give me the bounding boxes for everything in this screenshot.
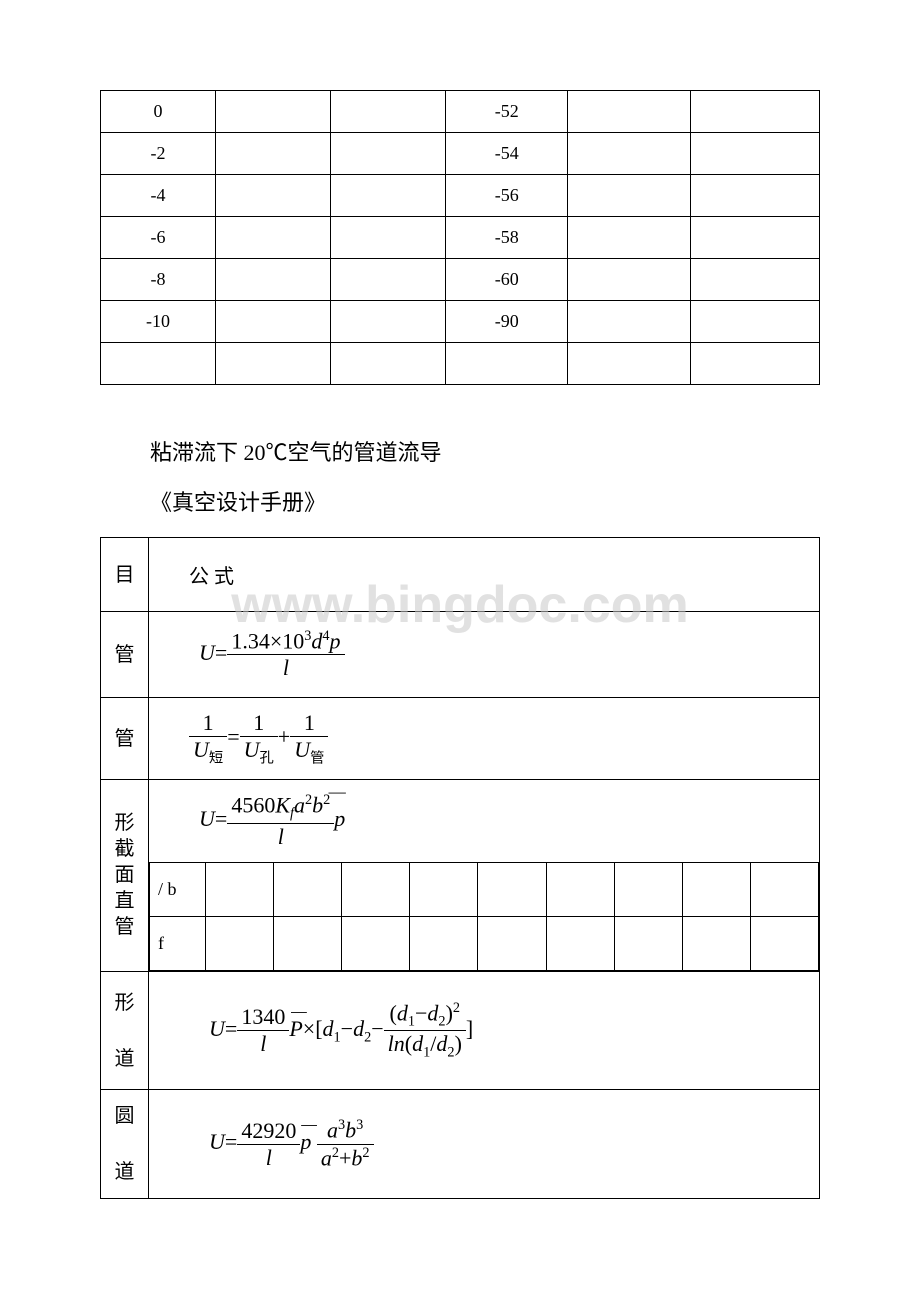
cell bbox=[206, 863, 274, 917]
row-label: 目 bbox=[101, 538, 149, 612]
cell: / b bbox=[150, 863, 206, 917]
table-row: / b bbox=[150, 863, 819, 917]
cell: -58 bbox=[446, 217, 568, 259]
table-row: -4 -56 bbox=[101, 175, 820, 217]
cell bbox=[216, 301, 331, 343]
table-row: -8 -60 bbox=[101, 259, 820, 301]
cell: -52 bbox=[446, 91, 568, 133]
cell bbox=[331, 175, 446, 217]
table-temperature: 0 -52 -2 -54 -4 -56 -6 -58 bbox=[100, 90, 820, 385]
cell bbox=[614, 863, 682, 917]
cell bbox=[682, 863, 750, 917]
cell bbox=[206, 917, 274, 971]
table-row: 管 1U短=1U孔+1U管 bbox=[101, 698, 820, 780]
table-row: 形截面直管 U=4560Kfa2b2—lp bbox=[101, 780, 820, 862]
cell bbox=[342, 917, 410, 971]
table-row: / b f bbox=[101, 862, 820, 972]
row-label: 管 bbox=[101, 612, 149, 698]
cell bbox=[410, 917, 478, 971]
row-label: 形道 bbox=[101, 972, 149, 1090]
cell: -8 bbox=[101, 259, 216, 301]
cell bbox=[478, 863, 546, 917]
cell bbox=[690, 133, 819, 175]
formula-cell: U=4560Kfa2b2—lp bbox=[149, 780, 820, 862]
table-row: f bbox=[150, 917, 819, 971]
table-row bbox=[101, 343, 820, 385]
cell bbox=[568, 133, 690, 175]
cell: f bbox=[150, 917, 206, 971]
row-label: 形截面直管 bbox=[101, 780, 149, 972]
table-row: -2 -54 bbox=[101, 133, 820, 175]
formula-cell: 1U短=1U孔+1U管 bbox=[149, 698, 820, 780]
header-formula: 公 式 bbox=[149, 538, 820, 612]
cell bbox=[216, 217, 331, 259]
cell bbox=[410, 863, 478, 917]
cell bbox=[750, 863, 818, 917]
cell bbox=[690, 259, 819, 301]
table-row: 0 -52 bbox=[101, 91, 820, 133]
cell bbox=[331, 301, 446, 343]
cell bbox=[446, 343, 568, 385]
row-label: 管 bbox=[101, 698, 149, 780]
cell bbox=[568, 175, 690, 217]
heading-source: 《真空设计手册》 bbox=[150, 485, 820, 517]
cell bbox=[546, 917, 614, 971]
cell bbox=[331, 217, 446, 259]
cell bbox=[101, 343, 216, 385]
cell: 0 bbox=[101, 91, 216, 133]
cell bbox=[682, 917, 750, 971]
table-row: 圆道 U=42920l—p a3b3a2+b2 bbox=[101, 1090, 820, 1199]
formula-cell: U=42920l—p a3b3a2+b2 bbox=[149, 1090, 820, 1199]
cell bbox=[216, 175, 331, 217]
cell bbox=[331, 91, 446, 133]
cell bbox=[216, 91, 331, 133]
cell: -4 bbox=[101, 175, 216, 217]
cell bbox=[568, 301, 690, 343]
cell bbox=[568, 217, 690, 259]
sub-table: / b f bbox=[149, 862, 819, 971]
cell: -60 bbox=[446, 259, 568, 301]
formula-cell: U=1340l—P×[d1−d2−(d1−d2)2ln(d1/d2)] bbox=[149, 972, 820, 1090]
cell bbox=[216, 133, 331, 175]
cell bbox=[690, 175, 819, 217]
page-content: 0 -52 -2 -54 -4 -56 -6 -58 bbox=[0, 0, 920, 1199]
cell: -56 bbox=[446, 175, 568, 217]
cell: -6 bbox=[101, 217, 216, 259]
cell bbox=[331, 343, 446, 385]
row-label: 圆道 bbox=[101, 1090, 149, 1199]
cell bbox=[331, 259, 446, 301]
formula-cell: U=1.34×103d4pl bbox=[149, 612, 820, 698]
table-row: -6 -58 bbox=[101, 217, 820, 259]
cell bbox=[614, 917, 682, 971]
cell bbox=[546, 863, 614, 917]
table-row: -10 -90 bbox=[101, 301, 820, 343]
cell bbox=[568, 91, 690, 133]
cell: -90 bbox=[446, 301, 568, 343]
cell bbox=[690, 217, 819, 259]
cell bbox=[690, 91, 819, 133]
table-row: 形道 U=1340l—P×[d1−d2−(d1−d2)2ln(d1/d2)] bbox=[101, 972, 820, 1090]
cell bbox=[690, 301, 819, 343]
sub-table-wrap: / b f bbox=[149, 862, 820, 972]
cell: -10 bbox=[101, 301, 216, 343]
cell bbox=[274, 917, 342, 971]
cell bbox=[568, 343, 690, 385]
heading-conductance: 粘滞流下 20℃空气的管道流导 bbox=[150, 435, 820, 467]
table-row: 管 U=1.34×103d4pl bbox=[101, 612, 820, 698]
cell bbox=[568, 259, 690, 301]
cell: -54 bbox=[446, 133, 568, 175]
cell bbox=[342, 863, 410, 917]
cell bbox=[274, 863, 342, 917]
table-row: 目 公 式 bbox=[101, 538, 820, 612]
cell bbox=[216, 343, 331, 385]
cell bbox=[478, 917, 546, 971]
cell bbox=[331, 133, 446, 175]
cell bbox=[216, 259, 331, 301]
table-formulas: 目 公 式 管 U=1.34×103d4pl 管 1U短=1U孔+1U管 形截面… bbox=[100, 537, 820, 1199]
cell: -2 bbox=[101, 133, 216, 175]
cell bbox=[690, 343, 819, 385]
cell bbox=[750, 917, 818, 971]
